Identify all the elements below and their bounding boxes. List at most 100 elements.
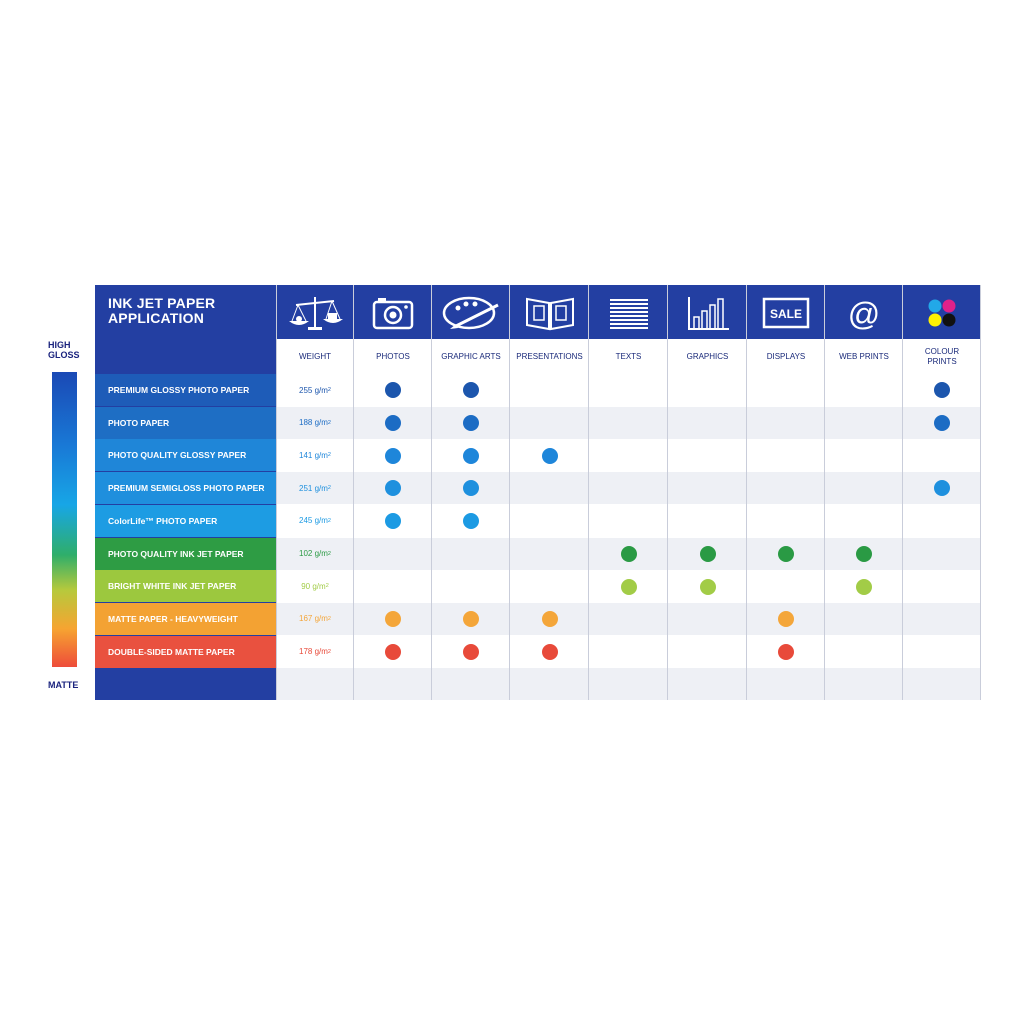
usage-dot [934, 382, 950, 399]
usage-dot [541, 643, 558, 660]
unit-superscript: 2 [327, 452, 331, 459]
row-stripe [276, 635, 981, 668]
row-stripe [276, 439, 981, 472]
usage-dot [385, 415, 401, 432]
column-label-band [276, 339, 981, 374]
usage-dot [463, 480, 479, 497]
unit-superscript: 2 [325, 583, 329, 590]
open-book-icon [525, 297, 574, 331]
column-header-presentations: PRESENTATIONS [516, 351, 583, 361]
weight-value: 90 g/m [301, 581, 326, 591]
row-stripe [276, 374, 981, 406]
paper-name: PREMIUM SEMIGLOSS PHOTO PAPER [95, 472, 276, 505]
table-title: INK JET PAPER APPLICATION [108, 295, 216, 326]
paper-name: PHOTO PAPER [95, 406, 276, 439]
unit-superscript: 2 [327, 387, 331, 393]
paper-application-table: INK JET PAPER APPLICATION WEIGHT [95, 285, 981, 701]
usage-dot [385, 447, 401, 464]
bar-chart-icon [687, 297, 729, 330]
usage-dot [385, 480, 401, 497]
sale-sign-icon: SALE [747, 285, 825, 339]
column-header-displays: DISPLAYS [766, 351, 806, 361]
column-divider [588, 285, 589, 700]
row-stripe [276, 406, 981, 439]
usage-dot [385, 513, 401, 530]
camera-icon [354, 285, 432, 339]
weight-value: 102 g/m [299, 549, 328, 558]
at-sign-icon: @ [848, 296, 880, 332]
paper-name: DOUBLE-SIDED MATTE PAPER [95, 635, 276, 668]
text-lines-icon [609, 299, 648, 329]
unit-superscript: 2 [327, 615, 331, 622]
at-sign-icon: @ [825, 285, 903, 339]
column-divider [824, 285, 825, 700]
usage-dot [541, 611, 558, 628]
svg-text:@: @ [848, 296, 880, 332]
column-divider [276, 285, 277, 700]
scale-icon [276, 285, 354, 339]
usage-dot [856, 578, 872, 595]
weight-value: 178 g/m [299, 647, 328, 657]
usage-dot [463, 611, 479, 628]
camera-icon [372, 298, 414, 330]
cmyk-dots-icon [903, 285, 981, 339]
column-header-weight: WEIGHT [299, 351, 331, 361]
usage-dot [463, 513, 479, 530]
usage-dot [463, 415, 479, 432]
unit-superscript: 2 [327, 648, 331, 655]
paper-name: ColorLife™ PHOTO PAPER [95, 504, 276, 537]
weight-value: 251 g/m [299, 483, 328, 493]
open-book-icon [510, 285, 589, 339]
sale-sign-icon: SALE [762, 297, 810, 329]
usage-dot [385, 643, 401, 660]
paper-weight: 141 g/m 2 [276, 439, 354, 471]
gloss-gradient-bar [52, 372, 77, 667]
paper-weight: 90 g/m 2 [276, 570, 354, 602]
usage-dot [778, 611, 794, 628]
usage-dot [385, 382, 401, 399]
palette-icon [432, 285, 510, 339]
matte-label: MATTE [48, 680, 79, 690]
scale-icon [289, 297, 343, 330]
column-header-photos: PHOTOS [376, 351, 410, 361]
paper-name: PHOTO QUALITY GLOSSY PAPER [95, 439, 276, 472]
column-divider [746, 285, 747, 700]
column-header-graphics: GRAPHICS [686, 351, 729, 361]
usage-dot [385, 611, 401, 628]
unit-superscript: 2 [327, 550, 331, 557]
left-panel-footer [95, 668, 276, 700]
usage-dot [778, 643, 794, 660]
usage-dot [620, 578, 637, 595]
usage-dot [699, 578, 716, 595]
usage-dot [856, 545, 872, 562]
paper-weight: 245 g/m 2 [276, 505, 354, 537]
unit-superscript: 2 [327, 419, 331, 426]
paper-weight: 167 g/m 2 [276, 603, 354, 635]
paper-weight: 255 g/m 2 [276, 374, 354, 406]
column-header-graphic_arts: GRAPHIC ARTS [441, 351, 501, 361]
paper-weight: 178 g/m 2 [276, 636, 354, 668]
column-header-texts: TEXTS [615, 351, 642, 361]
unit-superscript: 2 [327, 517, 331, 524]
column-divider [353, 285, 354, 700]
weight-value: 141 g/m [299, 450, 328, 460]
row-stripe [276, 504, 981, 537]
usage-dot [699, 545, 716, 562]
usage-dot [934, 415, 950, 432]
weight-value: 167 g/m [299, 614, 328, 624]
text-lines-icon [589, 285, 668, 339]
usage-dot [463, 447, 479, 464]
column-divider [667, 285, 668, 700]
paper-name: BRIGHT WHITE INK JET PAPER [95, 570, 276, 603]
paper-name: PHOTO QUALITY INK JET PAPER [95, 537, 276, 570]
usage-dot [934, 480, 950, 497]
usage-dot [541, 447, 558, 464]
paper-weight: 188 g/m 2 [276, 407, 354, 439]
row-stripe [276, 668, 981, 701]
bar-chart-icon [668, 285, 747, 339]
paper-weight: 251 g/m 2 [276, 472, 354, 504]
column-header-web_prints: WEB PRINTS [839, 351, 889, 361]
usage-dot [463, 382, 479, 399]
palette-icon [442, 296, 499, 330]
row-stripe [276, 472, 981, 505]
